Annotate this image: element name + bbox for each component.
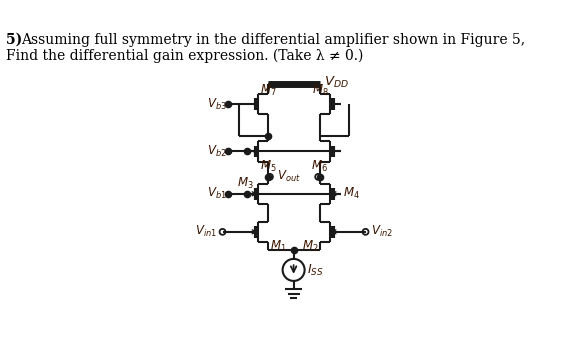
- Text: Find the differential gain expression. (Take λ ≠ 0.): Find the differential gain expression. (…: [6, 49, 363, 63]
- Text: $M_5$: $M_5$: [260, 159, 276, 174]
- Text: $V_{b3}$: $V_{b3}$: [207, 97, 227, 112]
- Text: $I_{SS}$: $I_{SS}$: [307, 263, 324, 278]
- Text: $M_1$: $M_1$: [270, 239, 286, 254]
- Text: Assuming full symmetry in the differential amplifier shown in Figure 5,: Assuming full symmetry in the differenti…: [21, 33, 525, 47]
- Text: $V_{out}$: $V_{out}$: [277, 169, 301, 184]
- Text: $M_6$: $M_6$: [311, 159, 328, 174]
- Text: $V_{b1}$: $V_{b1}$: [207, 186, 227, 201]
- Text: $V_{in2}$: $V_{in2}$: [371, 224, 393, 239]
- Text: $V_{in1}$: $V_{in1}$: [195, 224, 218, 239]
- Text: $M_4$: $M_4$: [343, 186, 359, 201]
- Text: 5): 5): [6, 33, 27, 47]
- Text: $M_3$: $M_3$: [237, 176, 254, 191]
- Text: $M_8$: $M_8$: [311, 83, 328, 98]
- Text: $V_{b2}$: $V_{b2}$: [207, 144, 227, 159]
- Text: $V_{DD}$: $V_{DD}$: [324, 75, 349, 90]
- Text: $M_2$: $M_2$: [302, 239, 318, 254]
- Text: $M_7$: $M_7$: [260, 83, 276, 98]
